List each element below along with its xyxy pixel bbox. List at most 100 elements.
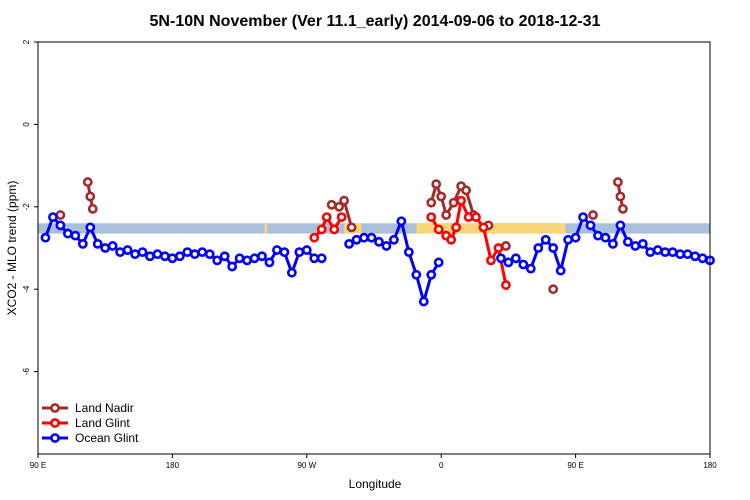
- point-land-glint-3: [329, 224, 340, 235]
- legend-label-ocean-glint: Ocean Glint: [75, 431, 139, 445]
- point-ocean-glint-56: [533, 243, 544, 253]
- point-land-glint-14: [486, 255, 496, 266]
- point-land-glint-2: [321, 212, 332, 222]
- y-tick-label-4: -6: [22, 367, 31, 375]
- point-ocean-glint-57: [540, 234, 551, 245]
- reference-band: [38, 223, 710, 234]
- point-land-glint-16: [501, 280, 511, 290]
- point-land-glint-5: [426, 212, 437, 222]
- point-ocean-glint-10: [115, 247, 126, 258]
- point-land-nadir-7: [346, 222, 357, 233]
- plot-frame: [37, 41, 711, 455]
- point-ocean-glint-46: [403, 247, 414, 258]
- point-ocean-glint-0: [40, 232, 51, 243]
- point-ocean-glint-33: [286, 267, 297, 278]
- x-tick-label-2: 90 W: [297, 461, 316, 470]
- point-ocean-glint-62: [578, 212, 588, 222]
- point-ocean-glint-1: [48, 212, 58, 222]
- x-tick-label-0: 90 E: [30, 461, 46, 470]
- point-land-glint-10: [456, 195, 467, 206]
- point-ocean-glint-28: [249, 253, 260, 264]
- point-ocean-glint-67: [615, 220, 626, 231]
- point-ocean-glint-26: [234, 253, 245, 264]
- legend-marker-land-nadir: [50, 403, 60, 413]
- point-land-nadir-14: [461, 185, 471, 196]
- point-ocean-glint-45: [396, 216, 407, 227]
- point-land-nadir-10: [436, 191, 447, 202]
- point-ocean-glint-30: [264, 257, 275, 268]
- point-ocean-glint-60: [563, 234, 574, 245]
- point-land-nadir-5: [334, 201, 345, 212]
- point-ocean-glint-4: [70, 230, 81, 241]
- point-ocean-glint-78: [697, 253, 708, 264]
- point-land-nadir-0: [55, 210, 66, 220]
- land-band-segment-3: [553, 223, 556, 234]
- point-land-glint-12: [471, 212, 481, 222]
- point-ocean-glint-32: [279, 247, 290, 258]
- x-axis-label: Longitude: [349, 477, 402, 491]
- point-land-nadir-6: [339, 195, 350, 206]
- point-land-nadir-1: [82, 177, 93, 187]
- point-ocean-glint-14: [145, 251, 155, 262]
- point-land-nadir-17: [501, 241, 511, 251]
- point-ocean-glint-61: [570, 232, 581, 243]
- y-tick-label-1: 0: [22, 122, 31, 127]
- point-ocean-glint-36: [309, 253, 320, 264]
- point-ocean-glint-15: [152, 249, 163, 260]
- x-tick-label-5: 180: [703, 461, 717, 470]
- point-ocean-glint-16: [160, 251, 170, 262]
- axis-layer: 90 E 180 90 W 0 90 E 180 2 0 -2 -4 -6: [22, 39, 717, 470]
- point-ocean-glint-8: [100, 243, 111, 253]
- point-ocean-glint-21: [197, 247, 208, 258]
- point-ocean-glint-50: [433, 257, 444, 268]
- legend-marker-ocean-glint: [50, 433, 60, 443]
- point-ocean-glint-18: [174, 251, 185, 262]
- point-ocean-glint-39: [351, 234, 362, 245]
- point-ocean-glint-29: [257, 251, 267, 262]
- reference-band-layer: [38, 223, 710, 234]
- point-land-glint-0: [309, 232, 320, 243]
- point-ocean-glint-41: [366, 232, 377, 243]
- land-band-segment-4: [563, 223, 566, 234]
- point-ocean-glint-2: [55, 220, 66, 231]
- point-ocean-glint-7: [92, 238, 103, 249]
- point-ocean-glint-25: [227, 261, 238, 272]
- legend-marker-land-glint: [50, 418, 60, 428]
- point-ocean-glint-66: [608, 238, 618, 249]
- point-land-nadir-2: [85, 191, 96, 202]
- x-tick-label-3: 0: [439, 461, 444, 470]
- point-land-nadir-9: [431, 179, 442, 190]
- point-land-nadir-11: [441, 210, 452, 220]
- point-ocean-glint-59: [555, 265, 566, 276]
- point-ocean-glint-42: [374, 236, 384, 247]
- x-tick-label-1: 180: [166, 461, 180, 470]
- point-land-nadir-3: [87, 203, 98, 214]
- series-land-nadir: [55, 177, 628, 295]
- point-ocean-glint-20: [189, 249, 200, 260]
- point-land-nadir-8: [426, 197, 437, 208]
- point-ocean-glint-37: [316, 253, 327, 264]
- x-tick-label-4: 90 E: [567, 461, 583, 470]
- point-ocean-glint-65: [600, 232, 611, 243]
- point-ocean-glint-27: [242, 255, 252, 266]
- point-ocean-glint-43: [381, 241, 392, 251]
- point-ocean-glint-48: [418, 296, 429, 307]
- series-layer: [40, 177, 715, 307]
- point-ocean-glint-52: [503, 257, 514, 268]
- y-tick-label-3: -4: [22, 285, 31, 293]
- point-ocean-glint-73: [660, 247, 671, 258]
- legend-label-land-nadir: Land Nadir: [75, 401, 134, 415]
- point-ocean-glint-23: [212, 255, 223, 266]
- point-ocean-glint-12: [130, 249, 140, 260]
- legend-label-land-glint: Land Glint: [75, 416, 130, 430]
- point-ocean-glint-77: [690, 251, 700, 262]
- point-ocean-glint-11: [122, 245, 133, 255]
- point-ocean-glint-58: [548, 243, 559, 253]
- point-land-glint-13: [478, 222, 489, 233]
- point-land-nadir-20: [613, 177, 623, 187]
- point-ocean-glint-19: [182, 247, 193, 258]
- point-land-nadir-21: [615, 191, 626, 202]
- chart-title: 5N-10N November (Ver 11.1_early) 2014-09…: [150, 13, 601, 30]
